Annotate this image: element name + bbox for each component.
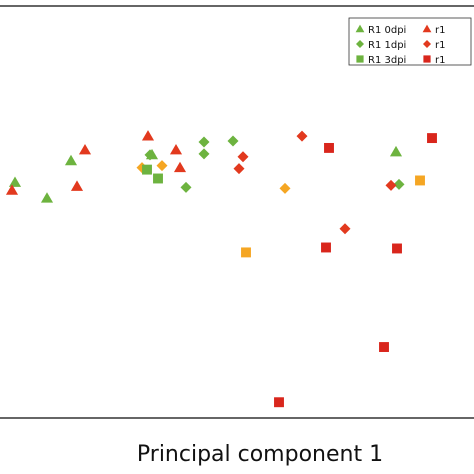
point-square-7-0: [415, 175, 425, 186]
data-points: [5, 130, 437, 408]
legend-marker-1: [422, 24, 432, 33]
x-axis-label: Principal component 1: [137, 442, 383, 467]
legend: R1 0dpi r1 R1 1dpi r1 R1 3dpi r1: [348, 17, 472, 66]
point-square-6-0: [324, 142, 334, 153]
point-diamond-3-4: [339, 223, 351, 235]
point-diamond-3-0: [296, 130, 308, 142]
legend-marker-0: [355, 24, 365, 33]
point-square-6-4: [379, 342, 389, 352]
point-diamond-3-2: [233, 163, 245, 175]
point-triangle-0-0: [8, 176, 22, 187]
point-diamond-2-2: [227, 135, 239, 147]
point-diamond-4-2: [279, 182, 291, 194]
legend-label-3: r1: [435, 40, 445, 51]
point-triangle-1-1: [70, 180, 84, 191]
legend-label-5: r1: [435, 55, 445, 66]
point-triangle-1-0: [5, 184, 19, 195]
legend-marker-3: [423, 40, 431, 48]
legend-label-0: R1 0dpi: [368, 25, 406, 36]
legend-marker-2: [356, 40, 364, 48]
point-triangle-1-4: [169, 143, 183, 155]
point-diamond-3-3: [385, 179, 397, 191]
legend-box: [348, 17, 472, 66]
point-square-7-1: [241, 247, 251, 258]
legend-marker-5: [423, 55, 431, 63]
point-triangle-1-5: [173, 161, 187, 173]
legend-label-1: r1: [435, 25, 445, 36]
point-triangle-1-2: [78, 143, 92, 155]
legend-marker-4: [356, 55, 364, 63]
point-square-6-2: [321, 242, 331, 253]
point-diamond-4-1: [156, 160, 168, 172]
point-diamond-3-1: [237, 151, 249, 163]
point-square-5-0: [142, 164, 152, 175]
legend-label-2: R1 1dpi: [368, 40, 406, 51]
point-square-6-3: [392, 243, 402, 254]
point-diamond-2-4: [180, 181, 192, 193]
legend-label-4: R1 3dpi: [368, 55, 406, 66]
point-triangle-0-4: [389, 145, 403, 157]
point-diamond-2-3: [144, 149, 156, 161]
plot-frame: [0, 5, 474, 419]
point-diamond-2-1: [198, 148, 210, 160]
point-square-6-1: [427, 133, 437, 144]
point-diamond-2-5: [393, 178, 405, 190]
point-square-5-1: [153, 173, 163, 184]
point-diamond-2-0: [198, 136, 210, 148]
point-square-6-5: [274, 397, 284, 408]
point-triangle-1-3: [141, 130, 155, 141]
point-triangle-0-2: [64, 154, 78, 166]
point-triangle-0-1: [40, 192, 54, 203]
